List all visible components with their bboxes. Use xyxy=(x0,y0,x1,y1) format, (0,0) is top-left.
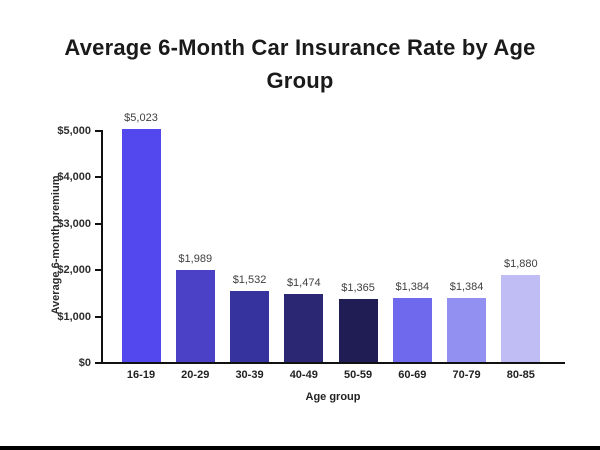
bar-value-label: $5,023 xyxy=(124,112,158,124)
bar-value-label: $1,989 xyxy=(178,253,213,265)
x-category-label: 16-19 xyxy=(126,369,156,381)
y-tick-mark xyxy=(95,362,101,364)
y-tick-mark xyxy=(95,222,101,225)
y-tick-label: $1,000 xyxy=(57,310,91,323)
x-category-label: 80-85 xyxy=(506,369,535,381)
bar-60-69 xyxy=(392,298,432,362)
bottom-black-bar xyxy=(0,446,600,450)
bar-value-label: $1,384 xyxy=(449,281,484,293)
y-axis-line xyxy=(101,130,103,364)
y-tick-label: $3,000 xyxy=(57,217,91,230)
y-tick-mark xyxy=(95,130,101,132)
x-category-label: 20-29 xyxy=(181,369,210,381)
x-category-label: 70-79 xyxy=(452,369,481,381)
bar-20-29 xyxy=(175,270,215,362)
x-axis-title: Age group xyxy=(305,391,361,403)
y-tick-label: $0 xyxy=(78,357,91,369)
bar-value-label: $1,880 xyxy=(503,258,538,270)
x-category-label: 60-69 xyxy=(398,369,427,381)
bar-value-label: $1,365 xyxy=(341,282,375,294)
bar-80-85 xyxy=(501,275,541,362)
y-tick-mark xyxy=(95,176,101,179)
bar-value-label: $1,384 xyxy=(395,281,430,293)
x-category-label: 50-59 xyxy=(343,369,373,381)
bar-40-49 xyxy=(284,294,324,362)
y-tick-mark xyxy=(95,315,101,318)
y-tick-label: $4,000 xyxy=(57,171,91,184)
bar-value-label: $1,532 xyxy=(232,274,267,286)
y-tick-label: $5,000 xyxy=(57,125,91,137)
bar-30-39 xyxy=(230,291,270,362)
y-tick-mark xyxy=(95,269,101,272)
chart-title: Average 6-Month Car Insurance Rate by Ag… xyxy=(64,35,536,93)
bar-50-59 xyxy=(338,299,378,362)
bar-70-79 xyxy=(447,298,487,362)
bar-value-label: $1,474 xyxy=(286,277,321,289)
x-category-label: 30-39 xyxy=(235,369,264,381)
y-tick-label: $2,000 xyxy=(57,264,91,277)
x-axis-line xyxy=(101,362,565,364)
bar-16-19 xyxy=(121,129,161,362)
x-category-label: 40-49 xyxy=(289,369,318,381)
